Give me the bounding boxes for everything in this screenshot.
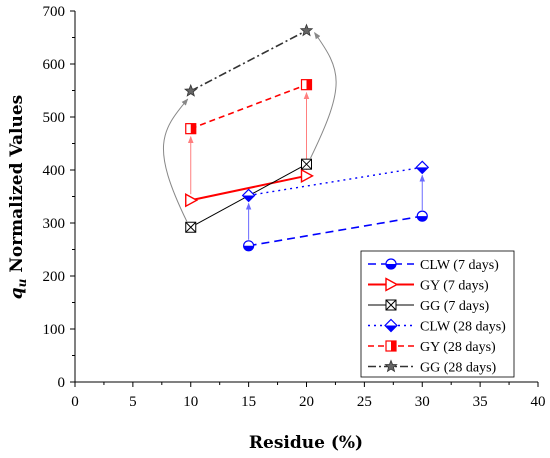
series-line bbox=[190, 83, 307, 130]
legend: CLW (7 days) GY (7 days) GG (7 days) CLW (2… bbox=[360, 250, 515, 378]
x-tick-label: 40 bbox=[531, 394, 546, 410]
legend-label: GY (28 days) bbox=[420, 340, 496, 355]
data-point bbox=[299, 23, 314, 37]
marker-cross bbox=[185, 221, 197, 233]
legend-label: GG (7 days) bbox=[420, 299, 490, 314]
marker-fill bbox=[190, 123, 196, 134]
series-lines bbox=[183, 23, 430, 252]
legend-marker bbox=[384, 359, 398, 373]
y-tick-label: 700 bbox=[43, 4, 66, 20]
growth-arrows bbox=[163, 32, 426, 240]
x-tick-label: 10 bbox=[183, 394, 198, 410]
x-tick-label: 0 bbox=[71, 394, 79, 410]
data-point bbox=[185, 123, 197, 135]
marker-fill bbox=[417, 216, 428, 222]
y-tick-label: 200 bbox=[43, 269, 66, 285]
y-axis-title: qu Normalized Values bbox=[7, 95, 29, 299]
curved-arrow-left bbox=[163, 98, 189, 222]
y-axis-title-sub: u bbox=[15, 278, 29, 287]
legend-marker bbox=[385, 340, 397, 352]
data-point bbox=[415, 160, 430, 175]
marker-fill bbox=[416, 167, 429, 174]
marker-outline bbox=[300, 168, 314, 184]
marker-fill bbox=[243, 245, 254, 251]
series-line bbox=[190, 174, 307, 202]
marker-star bbox=[299, 23, 314, 37]
legend-label: CLW (7 days) bbox=[420, 258, 499, 273]
y-tick-label: 500 bbox=[43, 110, 66, 126]
y-tick-label: 0 bbox=[58, 375, 66, 391]
y-axis-title-rest: Normalized Values bbox=[7, 95, 27, 279]
y-axis-title-main: q bbox=[7, 287, 27, 299]
legend-label: GY (7 days) bbox=[420, 279, 489, 294]
x-tick-label: 30 bbox=[415, 394, 430, 410]
legend-marker bbox=[385, 258, 397, 270]
marker-star bbox=[384, 359, 398, 373]
x-tick-label: 15 bbox=[241, 394, 256, 410]
data-point bbox=[300, 168, 314, 184]
data-point bbox=[183, 83, 198, 97]
y-tick-label: 400 bbox=[43, 163, 66, 179]
data-point bbox=[243, 240, 255, 252]
x-tick-label: 35 bbox=[473, 394, 488, 410]
y-tick-label: 300 bbox=[43, 216, 66, 232]
y-tick-label: 100 bbox=[43, 322, 66, 338]
data-point bbox=[301, 158, 312, 170]
marker-fill bbox=[391, 341, 396, 351]
data-point bbox=[416, 210, 428, 222]
y-tick-label: 600 bbox=[43, 57, 66, 73]
legend-label: GG (28 days) bbox=[420, 361, 497, 376]
x-tick-label: 25 bbox=[357, 394, 372, 410]
legend-marker bbox=[385, 299, 397, 311]
data-point bbox=[300, 79, 313, 91]
curved-arrow-right bbox=[310, 32, 337, 159]
marker-fill bbox=[306, 79, 312, 90]
legend-label: CLW (28 days) bbox=[420, 320, 506, 335]
legend-marker bbox=[384, 318, 398, 333]
series-line bbox=[248, 215, 423, 247]
marker-fill bbox=[386, 264, 396, 269]
marker-cross bbox=[301, 158, 312, 170]
legend-marker bbox=[385, 277, 399, 292]
marker-fill bbox=[242, 195, 255, 202]
legend-box bbox=[360, 250, 515, 378]
x-tick-label: 20 bbox=[299, 394, 314, 410]
marker-fill bbox=[385, 325, 397, 332]
x-axis-title: Residue (%) bbox=[249, 433, 363, 453]
data-point bbox=[185, 221, 197, 233]
series-line bbox=[190, 29, 307, 92]
data-point bbox=[241, 188, 256, 203]
marker-outline bbox=[385, 277, 399, 292]
marker-cross bbox=[385, 299, 397, 311]
x-tick-label: 5 bbox=[129, 394, 137, 410]
marker-outline bbox=[185, 193, 199, 208]
data-point bbox=[185, 193, 199, 208]
marker-star bbox=[183, 83, 198, 97]
